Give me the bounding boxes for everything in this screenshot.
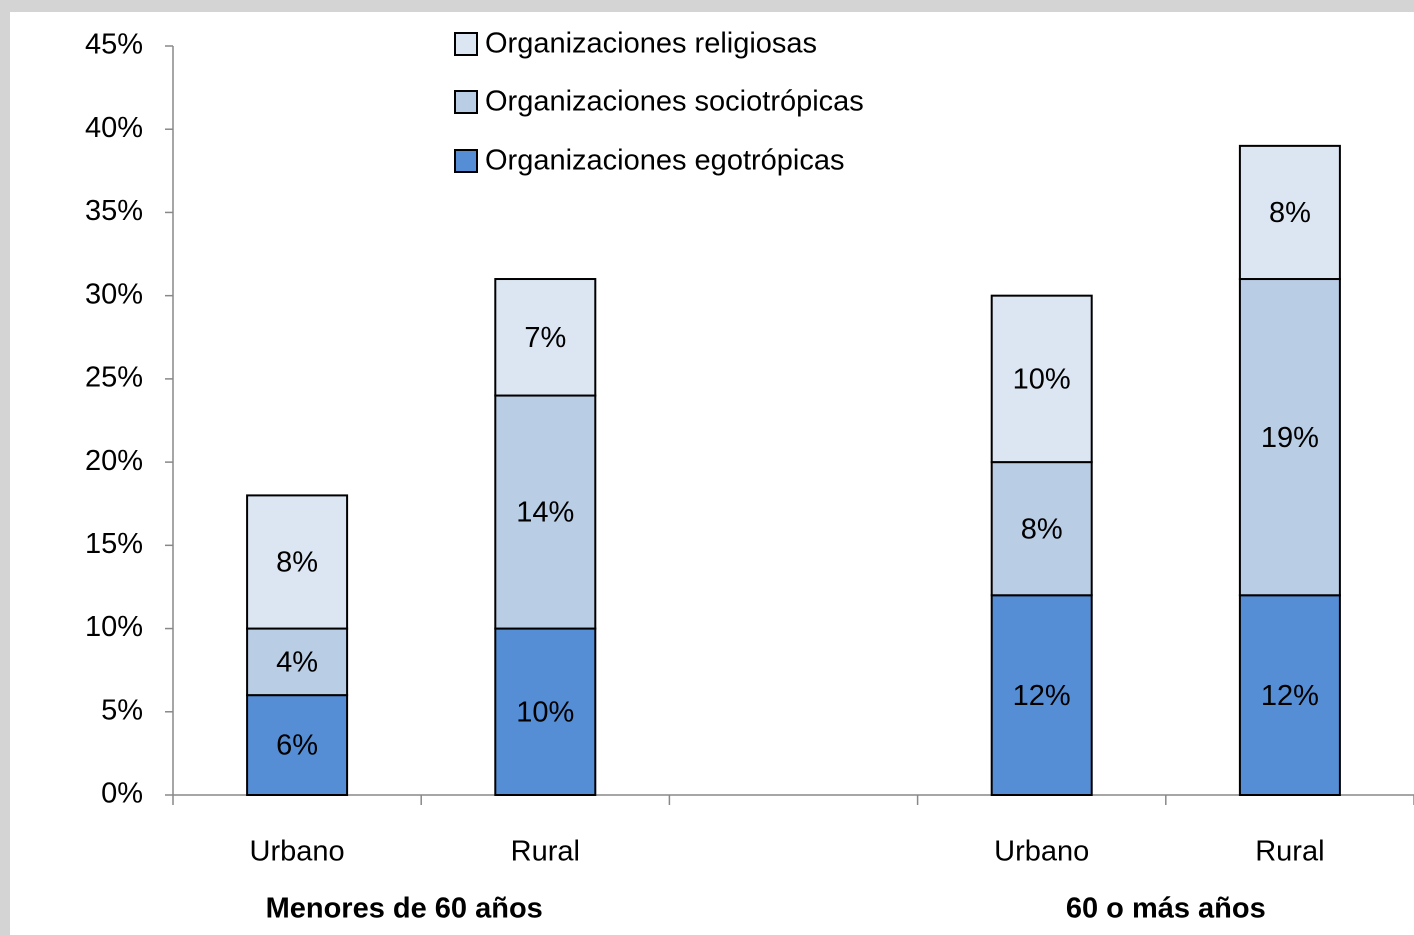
legend-swatch — [454, 90, 478, 114]
value-label: 10% — [516, 696, 574, 728]
bar-segment — [494, 278, 597, 397]
y-tick-label: 5% — [101, 694, 143, 726]
group-label: Menores de 60 años — [266, 893, 543, 925]
x-tick-label: Urbano — [994, 836, 1089, 868]
value-label: 14% — [516, 497, 574, 529]
y-tick-label: 40% — [85, 112, 143, 144]
value-label: 6% — [276, 730, 318, 762]
bar-segment — [246, 694, 349, 797]
value-label: 10% — [1013, 364, 1071, 396]
bar-segment — [246, 627, 349, 697]
legend-label: Organizaciones sociotrópicas — [485, 86, 864, 118]
y-tick-label: 30% — [85, 278, 143, 310]
plot-background — [10, 12, 1414, 935]
bar-segment — [990, 594, 1093, 796]
bar-segment — [1238, 594, 1341, 796]
y-tick-label: 25% — [85, 362, 143, 394]
legend-swatch — [454, 32, 478, 56]
group-label: 60 o más años — [1066, 893, 1266, 925]
value-label: 12% — [1261, 680, 1319, 712]
bar-segment — [990, 461, 1093, 597]
y-tick-label: 35% — [85, 195, 143, 227]
x-tick-label: Rural — [511, 836, 580, 868]
y-tick-label: 15% — [85, 528, 143, 560]
bar-segment — [246, 494, 349, 630]
y-tick-label: 45% — [85, 29, 143, 61]
legend-label: Organizaciones egotrópicas — [485, 145, 844, 177]
bar-segment — [494, 627, 597, 796]
legend-swatch — [454, 149, 478, 173]
value-label: 8% — [1021, 513, 1063, 545]
x-tick-label: Urbano — [250, 836, 345, 868]
value-label: 8% — [1269, 197, 1311, 229]
value-label: 19% — [1261, 422, 1319, 454]
y-tick-label: 10% — [85, 611, 143, 643]
legend-label: Organizaciones religiosas — [485, 28, 817, 60]
y-tick-label: 20% — [85, 445, 143, 477]
y-tick-label: 0% — [101, 778, 143, 810]
x-tick-label: Rural — [1255, 836, 1324, 868]
value-label: 7% — [524, 322, 566, 354]
bar-segment — [1238, 144, 1341, 281]
bar-segment — [494, 394, 597, 630]
value-label: 4% — [276, 647, 318, 679]
value-label: 12% — [1013, 680, 1071, 712]
bar-segment — [990, 294, 1093, 464]
value-label: 8% — [276, 547, 318, 579]
